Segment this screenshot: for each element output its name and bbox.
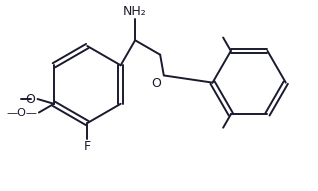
Text: F: F bbox=[84, 140, 91, 153]
Text: NH₂: NH₂ bbox=[123, 5, 147, 18]
Text: —O—: —O— bbox=[6, 108, 37, 117]
Text: O: O bbox=[26, 92, 36, 105]
Text: O: O bbox=[151, 77, 161, 90]
